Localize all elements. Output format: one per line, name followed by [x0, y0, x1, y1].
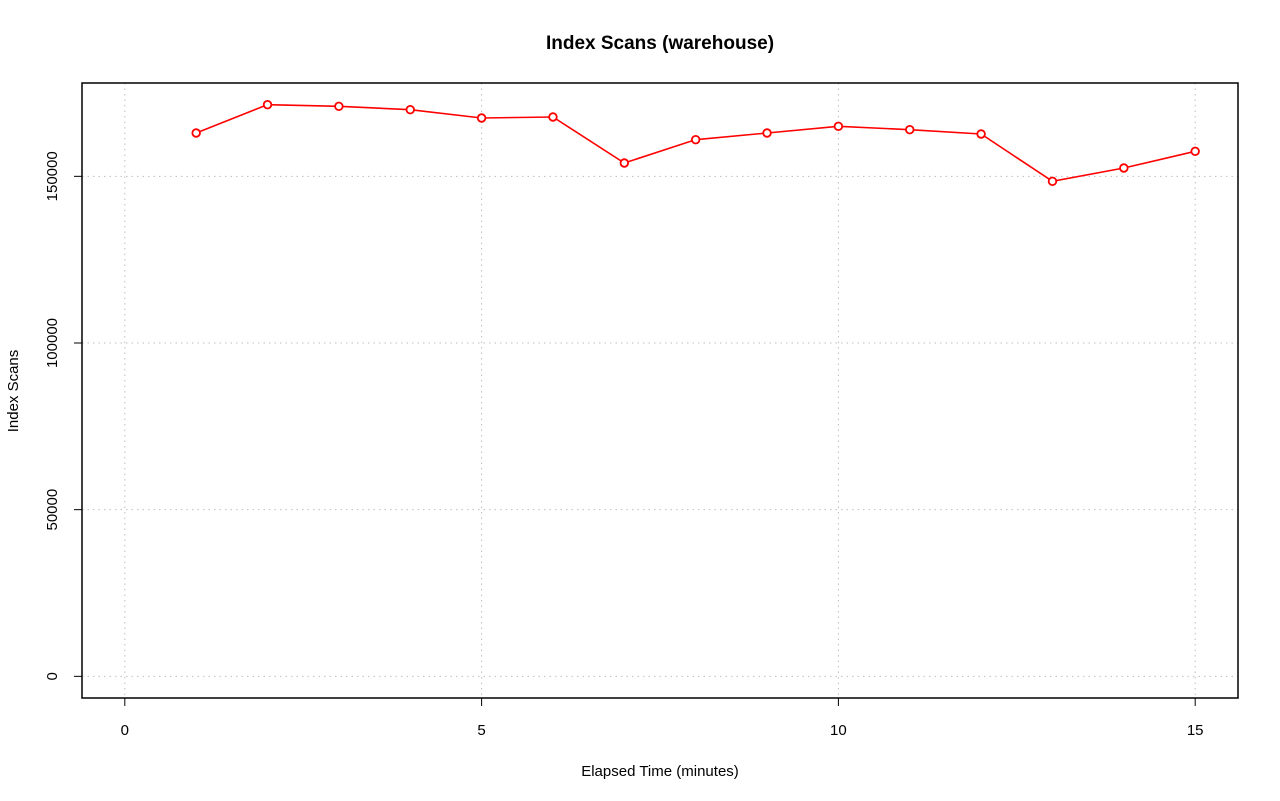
y-tick-label: 0 [44, 672, 61, 680]
data-point [191, 128, 201, 138]
data-point [405, 104, 415, 115]
y-tick-label: 100000 [44, 318, 61, 368]
data-point [762, 128, 772, 138]
data-point [476, 113, 487, 123]
y-axis-label: Index Scans [5, 350, 22, 433]
x-tick-label: 0 [121, 722, 129, 739]
x-tick-label: 15 [1187, 722, 1204, 739]
x-tick-label: 5 [477, 722, 485, 739]
y-tick-label: 150000 [44, 151, 61, 201]
plot-frame [81, 82, 1239, 699]
x-tick-label: 10 [830, 722, 847, 739]
data-point [905, 124, 915, 135]
data-point [262, 99, 273, 110]
grid-lines [82, 83, 1238, 698]
x-axis-label: Elapsed Time (minutes) [581, 763, 739, 780]
data-point [833, 121, 844, 132]
data-point [1190, 146, 1200, 157]
y-tick-label: 50000 [44, 489, 61, 531]
axes: 0 5 10 15 0 50000 100000 150000 [44, 151, 1204, 739]
data-point [1047, 176, 1058, 187]
data-point [1119, 163, 1129, 173]
data-point [690, 134, 701, 145]
series-layer [191, 99, 1200, 187]
data-point [334, 101, 344, 112]
chart-title: Index Scans (warehouse) [546, 33, 774, 54]
data-point [619, 158, 630, 168]
data-point [548, 112, 558, 122]
data-point [976, 129, 986, 139]
